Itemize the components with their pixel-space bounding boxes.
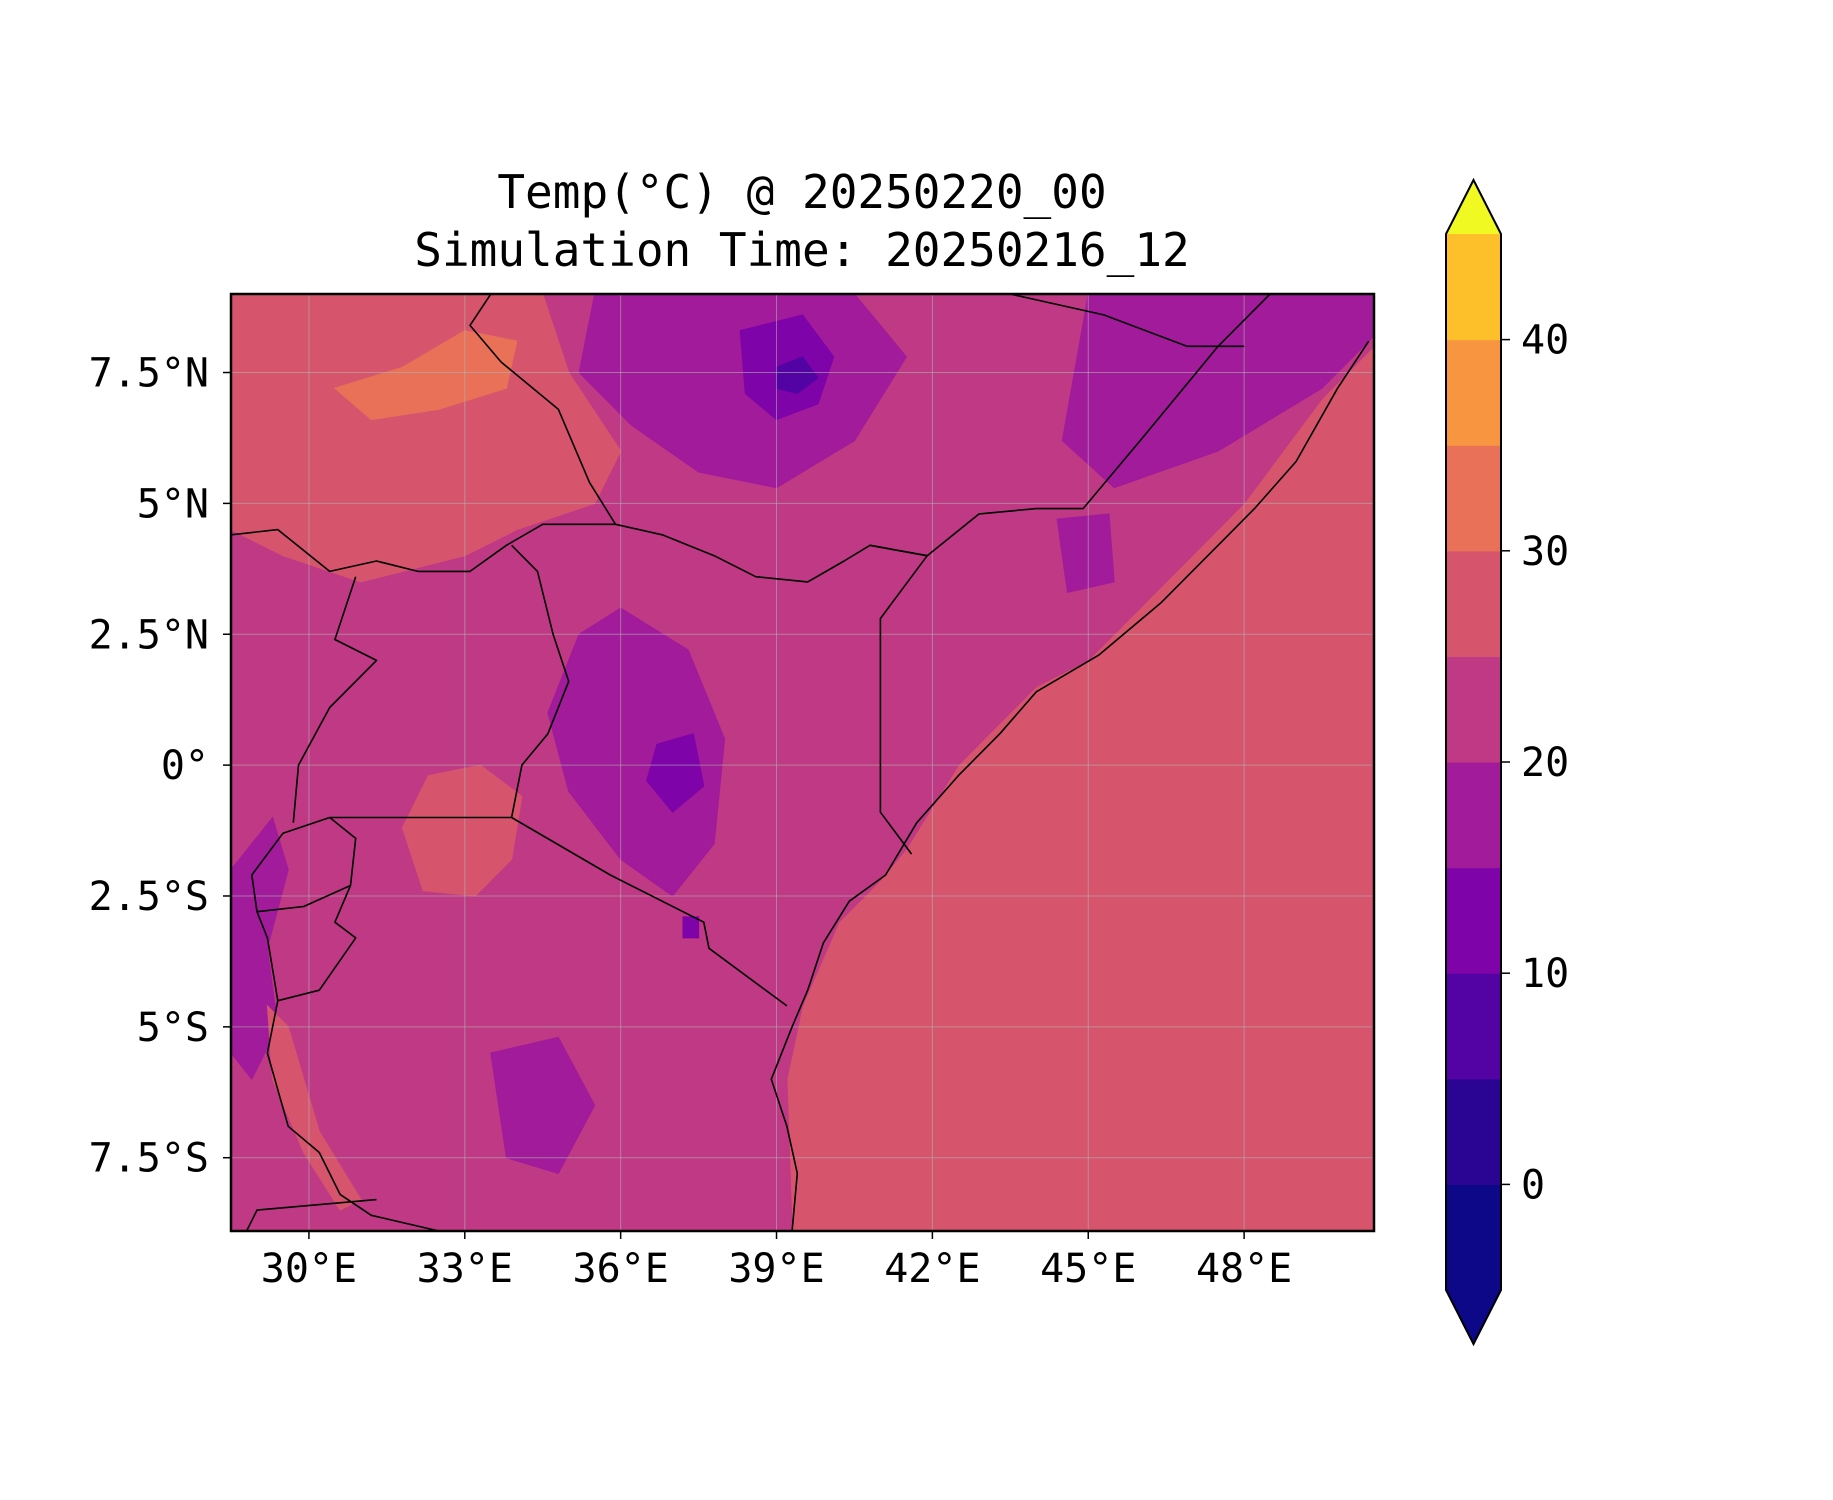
boundary-border-ethiopia-somaliland <box>1010 294 1245 348</box>
chart-title-line-1: Temp(°C) @ 20250220_00 <box>497 165 1106 219</box>
colorbar-tick-label: 0 <box>1521 1162 1545 1208</box>
region-somali-south-interior <box>1056 513 1115 594</box>
x-axis-ticks: 30°E 33°E 36°E 39°E 42°E 45°E 48°E <box>261 1231 1292 1292</box>
boundary-border-tanzania-drc-tanganyika <box>266 1000 439 1231</box>
boundary-border-uganda-drc <box>292 576 378 823</box>
boundary-border-ethiopia-somalia <box>869 294 1271 557</box>
x-tick-label: 39°E <box>728 1246 824 1292</box>
colorbar-segment <box>1446 762 1501 869</box>
colorbar-segment <box>1446 550 1501 657</box>
x-tick-label: 45°E <box>1040 1246 1136 1292</box>
colorbar-segment <box>1446 1184 1501 1291</box>
y-tick-label: 2.5°S <box>89 874 209 920</box>
colorbar-segment <box>1446 445 1501 552</box>
region-tanzania-cool-patch <box>490 1036 596 1174</box>
x-tick-label: 36°E <box>572 1246 668 1292</box>
boundary-border-burundi <box>256 885 357 1002</box>
y-tick-label: 7.5°N <box>89 351 209 397</box>
x-tick-label: 30°E <box>261 1246 357 1292</box>
colorbar-segment <box>1446 339 1501 446</box>
chart-title-line-2: Simulation Time: 20250216_12 <box>414 223 1189 277</box>
colorbar-segment <box>1446 1078 1501 1185</box>
map-frame <box>229 292 1376 1233</box>
map-panel <box>229 292 1376 1233</box>
colorbar-tick-label: 40 <box>1521 318 1569 364</box>
x-tick-label: 42°E <box>884 1246 980 1292</box>
colorbar-segment <box>1446 234 1501 341</box>
colorbar-extend-max <box>1446 180 1501 234</box>
colorbar-outline <box>1445 177 1502 1347</box>
y-tick-label: 7.5°S <box>89 1136 209 1182</box>
region-somali-north-cool <box>1061 294 1374 489</box>
region-kenya-highlands <box>547 607 726 897</box>
boundary-border-southsudan-uganda <box>231 523 616 573</box>
x-tick-label: 33°E <box>417 1246 513 1292</box>
colorbar-tick-label: 20 <box>1521 740 1569 786</box>
temperature-fields <box>231 294 1374 1231</box>
boundary-border-kenya-somalia <box>879 555 928 855</box>
colorbar-extend-min <box>1446 1290 1501 1344</box>
region-lake-victoria <box>401 764 523 897</box>
country-borders <box>231 294 1370 1231</box>
region-kilimanjaro-cold <box>682 916 700 939</box>
colorbar-segment <box>1446 973 1501 1080</box>
boundary-border-ethiopia-southsudan <box>469 294 617 525</box>
region-kenya-cold-core <box>646 733 705 813</box>
boundary-border-zambia <box>245 1198 377 1231</box>
region-sudan-very-hot <box>333 330 518 421</box>
boundary-border-uganda-kenya <box>510 544 570 818</box>
colorbar: 0 10 20 30 40 <box>1445 177 1569 1347</box>
colorbar-tick-label: 10 <box>1521 951 1569 997</box>
y-tick-label: 2.5°N <box>89 612 209 658</box>
boundary-border-kenya-ethiopia <box>615 523 928 583</box>
y-tick-label: 0° <box>161 743 209 789</box>
y-axis-ticks: 7.5°N 5°N 2.5°N 0° 2.5°S 5°S 7.5°S <box>89 351 231 1182</box>
boundary-border-rwanda <box>251 816 357 913</box>
gridlines <box>231 294 1374 1231</box>
boundary-coastline <box>770 340 1370 1231</box>
y-tick-label: 5°N <box>137 481 209 527</box>
colorbar-segment <box>1446 656 1501 763</box>
x-tick-label: 48°E <box>1196 1246 1292 1292</box>
boundary-border-tanzania-kenya <box>511 816 788 1007</box>
colorbar-segment <box>1446 867 1501 974</box>
region-sudan-hot-plain <box>231 294 622 583</box>
colorbar-tick-label: 30 <box>1521 529 1569 575</box>
y-tick-label: 5°S <box>137 1005 209 1051</box>
